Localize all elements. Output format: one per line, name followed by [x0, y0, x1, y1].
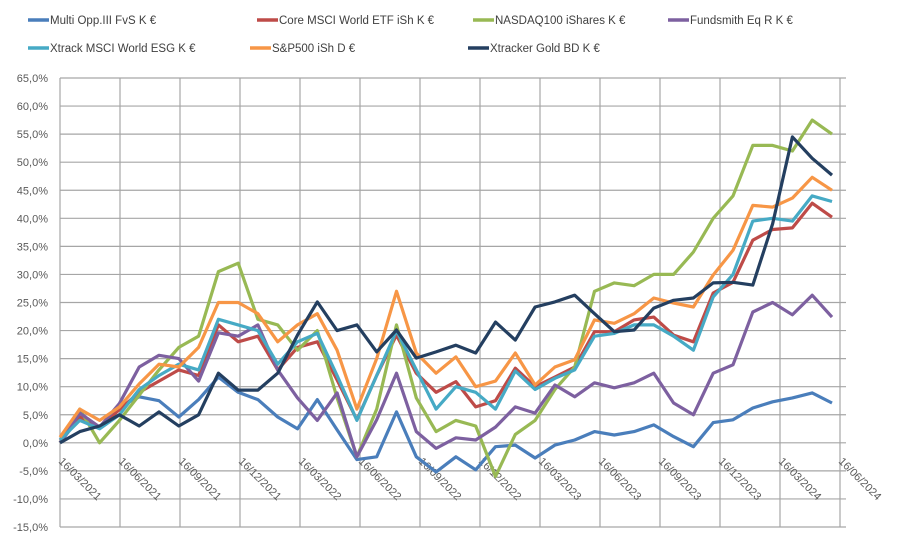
y-tick-label: 50,0% — [17, 157, 48, 169]
legend-label: Xtracker Gold BD K € — [490, 43, 601, 55]
legend-label: Core MSCI World ETF iSh K € — [279, 15, 435, 27]
y-tick-label: 55,0% — [17, 129, 48, 141]
x-tick-label: 16/06/2021 — [116, 456, 163, 503]
y-tick-label: 5,0% — [23, 410, 48, 422]
series-line-nasdaq100-ishares-k- — [58, 118, 833, 479]
x-tick-label: 16/12/2021 — [236, 456, 283, 503]
x-tick-label: 16/06/2023 — [596, 456, 643, 503]
x-tick-label: 16/03/2022 — [296, 456, 343, 503]
legend-label: NASDAQ100 iShares K € — [495, 15, 626, 27]
y-tick-label: 65,0% — [17, 73, 48, 85]
legend-item: Fundsmith Eq R K € — [668, 15, 794, 27]
y-tick-label: 30,0% — [17, 269, 48, 281]
y-tick-label: 35,0% — [17, 241, 48, 253]
y-tick-label: 10,0% — [17, 382, 48, 394]
legend-item: S&P500 iSh D € — [250, 43, 356, 55]
series-line-fundsmith-eq-r-k- — [58, 293, 834, 459]
legend-item: Xtrack MSCI World ESG K € — [28, 43, 196, 55]
legend-item: NASDAQ100 iShares K € — [473, 15, 626, 27]
y-tick-label: 0,0% — [23, 438, 48, 450]
y-tick-label: 15,0% — [17, 354, 48, 366]
series-line-xtrack-msci-world-esg-k- — [58, 194, 833, 442]
x-tick-label: 16/03/2023 — [536, 456, 583, 503]
y-tick-label: -10,0% — [13, 494, 48, 506]
y-tick-label: 20,0% — [17, 326, 48, 338]
x-tick-label: 16/09/2023 — [656, 456, 703, 503]
x-tick-label: 16/06/2022 — [356, 456, 403, 503]
legend-item: Multi Opp.III FvS K € — [28, 15, 157, 27]
y-tick-label: 45,0% — [17, 185, 48, 197]
x-tick-label: 16/03/2024 — [776, 456, 823, 503]
series-line-xtracker-gold-bd-k- — [59, 135, 834, 445]
legend-label: S&P500 iSh D € — [272, 43, 356, 55]
x-tick-label: 16/09/2021 — [176, 456, 223, 503]
y-tick-label: -15,0% — [13, 522, 48, 534]
series-line-multi-opp-iii-fvs-k- — [58, 375, 833, 474]
x-tick-label: 16/12/2023 — [716, 456, 763, 503]
series-line-core-msci-world-etf-ish-k- — [58, 201, 833, 442]
series-lines — [58, 118, 834, 479]
legend-item: Xtracker Gold BD K € — [468, 43, 601, 55]
legend-label: Multi Opp.III FvS K € — [50, 15, 157, 27]
y-tick-label: 25,0% — [17, 298, 48, 310]
y-tick-label: 40,0% — [17, 213, 48, 225]
y-axis-ticks: -15,0% -10,0% -5,0% 0,0% 5,0% 10,0% 15,0% 20,0%… — [13, 73, 48, 534]
y-tick-label: 60,0% — [17, 101, 48, 113]
legend-label: Fundsmith Eq R K € — [690, 15, 794, 27]
legend: Multi Opp.III FvS K € Core MSCI World ETF… — [28, 15, 794, 55]
x-tick-label: 16/06/2024 — [836, 456, 883, 503]
legend-label: Xtrack MSCI World ESG K € — [50, 43, 196, 55]
legend-item: Core MSCI World ETF iSh K € — [257, 15, 435, 27]
y-tick-label: -5,0% — [19, 466, 48, 478]
x-tick-label: 16/03/2021 — [56, 456, 103, 503]
